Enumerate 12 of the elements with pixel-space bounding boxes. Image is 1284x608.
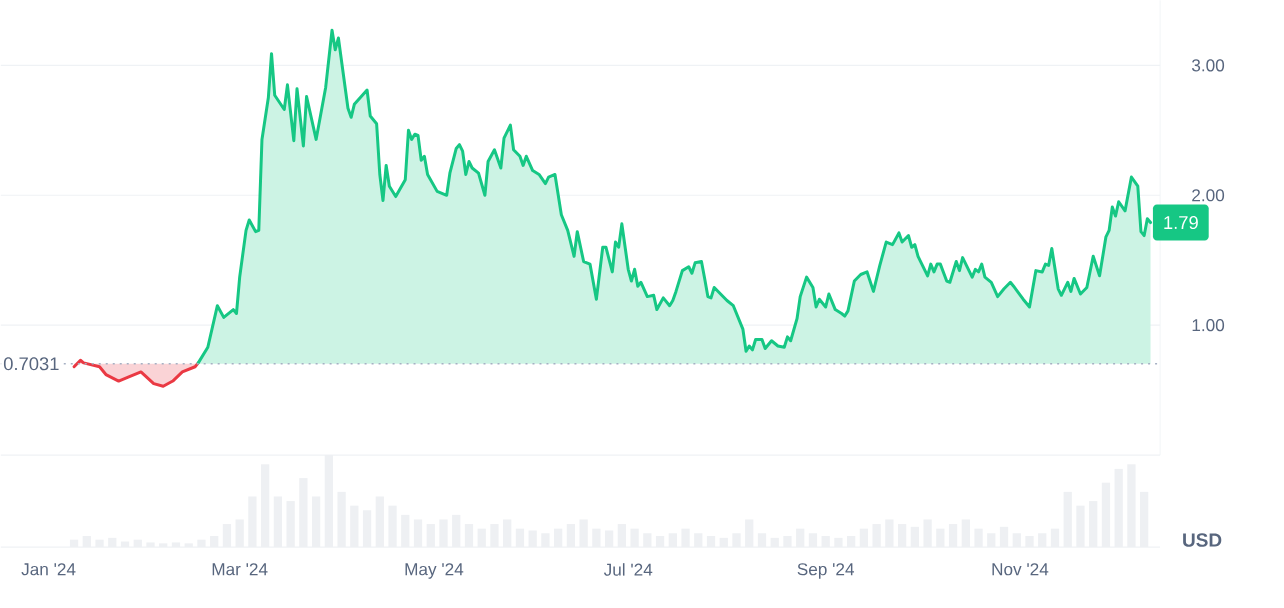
- x-tick-label: Jul '24: [603, 563, 653, 576]
- y-tick-label: 2.00: [1192, 189, 1225, 202]
- text: USD: [1183, 533, 1222, 547]
- x-tick-label: Jan '24: [21, 563, 76, 576]
- annotation: 1.79: [1164, 216, 1198, 230]
- x-tick-label: May '24: [405, 563, 464, 579]
- ref-line-label: 0.7031: [3, 357, 59, 371]
- x-tick-label: Sep '24: [797, 563, 855, 579]
- x-tick-label: Mar '24: [212, 563, 268, 576]
- x-tick-label: Nov '24: [992, 563, 1049, 576]
- y-tick-label: 3.00: [1191, 59, 1225, 72]
- y-tick-label: 1.00: [1192, 319, 1225, 332]
